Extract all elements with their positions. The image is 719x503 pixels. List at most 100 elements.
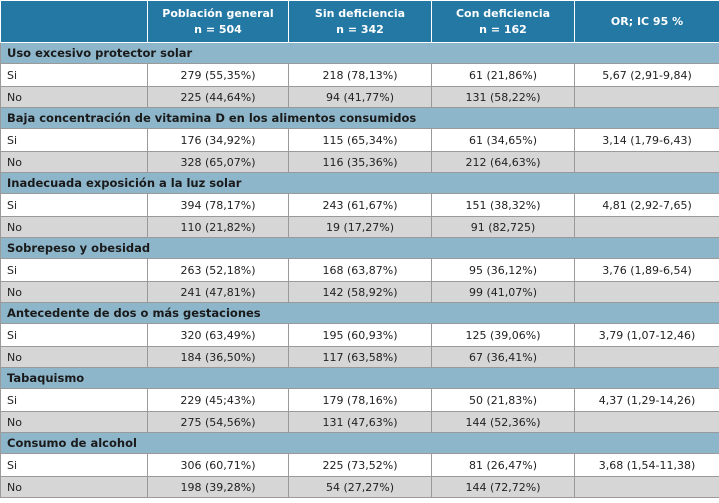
data-cell: 4,81 (2,92-7,65) (574, 193, 719, 217)
section-title: Inadecuada exposición a la luz solar (0, 172, 719, 194)
data-cell: 198 (39,28%) (147, 476, 289, 498)
data-cell: 184 (36,50%) (147, 346, 289, 368)
data-row: No 198 (39,28%) 54 (27,27%) 144 (72,72%) (0, 476, 719, 498)
data-row: Si 229 (45;43%) 179 (78,16%) 50 (21,83%) 4,3… (0, 388, 719, 412)
data-cell: 218 (78,13%) (288, 63, 432, 87)
data-cell: 67 (36,41%) (431, 346, 575, 368)
data-row: No 241 (47,81%) 142 (58,92%) 99 (41,07%) (0, 281, 719, 303)
data-cell: 306 (60,71%) (147, 453, 289, 477)
data-cell: 94 (41,77%) (288, 86, 432, 108)
data-cell: 131 (47,63%) (288, 411, 432, 433)
empty-cell (574, 411, 719, 433)
data-cell: 263 (52,18%) (147, 258, 289, 282)
section-title: Sobrepeso y obesidad (0, 237, 719, 259)
data-cell: 3,68 (1,54-11,38) (574, 453, 719, 477)
data-cell: 151 (38,32%) (431, 193, 575, 217)
row-label: Si (0, 63, 148, 87)
data-row: Si 279 (55,35%) 218 (78,13%) 61 (21,86%) 5,6… (0, 63, 719, 87)
data-cell: 61 (34,65%) (431, 128, 575, 152)
data-cell: 115 (65,34%) (288, 128, 432, 152)
header-cell: Población general n = 504 (147, 0, 289, 43)
section-title: Uso excesivo protector solar (0, 42, 719, 64)
header-n: n = 162 (479, 22, 527, 36)
header-label: Población general (162, 6, 274, 20)
data-cell: 225 (73,52%) (288, 453, 432, 477)
row-label: Si (0, 193, 148, 217)
section-row: Consumo de alcohol (0, 432, 719, 454)
data-cell: 131 (58,22%) (431, 86, 575, 108)
row-label: No (0, 411, 148, 433)
data-cell: 116 (35,36%) (288, 151, 432, 173)
row-label: No (0, 476, 148, 498)
data-cell: 229 (45;43%) (147, 388, 289, 412)
section-row: Antecedente de dos o más gestaciones (0, 302, 719, 324)
data-cell: 275 (54,56%) (147, 411, 289, 433)
data-cell: 394 (78,17%) (147, 193, 289, 217)
data-cell: 241 (47,81%) (147, 281, 289, 303)
data-cell: 4,37 (1,29-14,26) (574, 388, 719, 412)
section-title: Tabaquismo (0, 367, 719, 389)
data-cell: 243 (61,67%) (288, 193, 432, 217)
row-label: Si (0, 323, 148, 347)
data-row: Si 320 (63,49%) 195 (60,93%) 125 (39,06%) 3,… (0, 323, 719, 347)
data-row: Si 306 (60,71%) 225 (73,52%) 81 (26,47%) 3,6… (0, 453, 719, 477)
row-label: Si (0, 388, 148, 412)
data-row: No 275 (54,56%) 131 (47,63%) 144 (52,36%) (0, 411, 719, 433)
data-cell: 110 (21,82%) (147, 216, 289, 238)
header-cell: Sin deficiencia n = 342 (288, 0, 432, 43)
header-n: n = 342 (336, 22, 384, 36)
header-cell: Con deficiencia n = 162 (431, 0, 575, 43)
data-cell: 50 (21,83%) (431, 388, 575, 412)
data-cell: 225 (44,64%) (147, 86, 289, 108)
section-row: Sobrepeso y obesidad (0, 237, 719, 259)
data-cell: 320 (63,49%) (147, 323, 289, 347)
data-cell: 5,67 (2,91-9,84) (574, 63, 719, 87)
row-label: No (0, 216, 148, 238)
empty-cell (574, 346, 719, 368)
section-row: Baja concentración de vitamina D en los … (0, 107, 719, 129)
data-cell: 91 (82,725) (431, 216, 575, 238)
data-row: No 328 (65,07%) 116 (35,36%) 212 (64,63%) (0, 151, 719, 173)
data-cell: 168 (63,87%) (288, 258, 432, 282)
data-cell: 95 (36,12%) (431, 258, 575, 282)
row-label: No (0, 151, 148, 173)
section-row: Uso excesivo protector solar (0, 42, 719, 64)
data-cell: 176 (34,92%) (147, 128, 289, 152)
data-cell: 212 (64,63%) (431, 151, 575, 173)
data-row: No 225 (44,64%) 94 (41,77%) 131 (58,22%) (0, 86, 719, 108)
data-cell: 328 (65,07%) (147, 151, 289, 173)
section-row: Inadecuada exposición a la luz solar (0, 172, 719, 194)
data-cell: 144 (72,72%) (431, 476, 575, 498)
data-cell: 117 (63,58%) (288, 346, 432, 368)
header-empty (0, 0, 148, 43)
empty-cell (574, 151, 719, 173)
data-cell: 54 (27,27%) (288, 476, 432, 498)
section-title: Antecedente de dos o más gestaciones (0, 302, 719, 324)
header-label: Sin deficiencia (314, 6, 406, 20)
data-cell: 81 (26,47%) (431, 453, 575, 477)
data-row: No 110 (21,82%) 19 (17,27%) 91 (82,725) (0, 216, 719, 238)
section-title: Consumo de alcohol (0, 432, 719, 454)
empty-cell (574, 281, 719, 303)
data-cell: 3,79 (1,07-12,46) (574, 323, 719, 347)
data-row: No 184 (36,50%) 117 (63,58%) 67 (36,41%) (0, 346, 719, 368)
header-n: n = 504 (194, 22, 242, 36)
data-cell: 3,76 (1,89-6,54) (574, 258, 719, 282)
section-title: Baja concentración de vitamina D en los … (0, 107, 719, 129)
section-row: Tabaquismo (0, 367, 719, 389)
header-cell: OR; IC 95 % (574, 0, 719, 43)
row-label: No (0, 346, 148, 368)
row-label: Si (0, 453, 148, 477)
row-label: Si (0, 128, 148, 152)
header-row: Población general n = 504 Sin deficiencia n… (0, 0, 719, 43)
data-cell: 142 (58,92%) (288, 281, 432, 303)
data-cell: 125 (39,06%) (431, 323, 575, 347)
header-label: Con deficiencia (455, 6, 551, 20)
data-cell: 99 (41,07%) (431, 281, 575, 303)
row-label: No (0, 86, 148, 108)
empty-cell (574, 86, 719, 108)
data-cell: 144 (52,36%) (431, 411, 575, 433)
data-cell: 195 (60,93%) (288, 323, 432, 347)
